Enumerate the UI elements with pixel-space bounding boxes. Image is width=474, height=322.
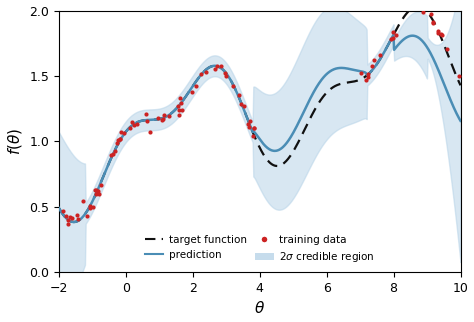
Point xyxy=(68,215,76,221)
Point xyxy=(437,31,445,36)
Point xyxy=(114,137,121,142)
Point xyxy=(249,133,256,138)
Point xyxy=(130,123,138,128)
Point xyxy=(175,107,183,112)
Point xyxy=(91,188,99,193)
Point xyxy=(389,35,397,40)
Point xyxy=(419,9,427,14)
Point xyxy=(92,191,100,196)
Point xyxy=(120,131,128,136)
Point xyxy=(86,205,94,210)
Point xyxy=(213,63,220,69)
Point xyxy=(363,77,370,82)
Point xyxy=(92,188,100,193)
Point xyxy=(218,63,225,69)
Point xyxy=(456,74,463,79)
Point xyxy=(197,72,205,77)
Point xyxy=(237,101,245,106)
Point xyxy=(118,129,125,134)
Point xyxy=(86,204,94,209)
Legend: target function, prediction, training data, $2\sigma$ credible region: target function, prediction, training da… xyxy=(142,232,378,267)
Point xyxy=(244,122,251,127)
Point xyxy=(107,153,115,158)
Point xyxy=(133,121,141,127)
Point xyxy=(177,101,185,106)
Point xyxy=(116,137,124,142)
Point xyxy=(246,125,253,130)
Point xyxy=(235,92,242,98)
Point xyxy=(371,57,378,62)
Point xyxy=(376,52,384,58)
Point xyxy=(357,71,365,76)
Point xyxy=(246,118,254,124)
Point xyxy=(174,103,182,109)
Point xyxy=(438,32,446,37)
Point xyxy=(429,20,437,25)
Point xyxy=(75,216,82,222)
Point xyxy=(67,214,74,219)
Point xyxy=(388,36,395,41)
Point xyxy=(240,104,248,109)
Point xyxy=(178,107,185,112)
Point xyxy=(364,74,371,80)
Point xyxy=(176,96,183,101)
Point xyxy=(80,198,87,204)
Point xyxy=(211,66,219,71)
Point xyxy=(434,29,441,34)
Point xyxy=(202,69,210,74)
Y-axis label: $f(\theta)$: $f(\theta)$ xyxy=(6,128,24,155)
Point xyxy=(158,118,166,123)
Point xyxy=(188,90,196,95)
Point xyxy=(142,112,149,117)
Point xyxy=(116,137,124,142)
Point xyxy=(427,12,435,17)
Point xyxy=(83,213,91,218)
Point xyxy=(429,19,437,24)
Point xyxy=(434,31,441,36)
X-axis label: $\theta$: $\theta$ xyxy=(254,300,265,317)
Point xyxy=(411,2,419,7)
Point xyxy=(175,112,182,118)
Point xyxy=(192,83,200,88)
Point xyxy=(109,152,117,157)
Point xyxy=(160,113,168,118)
Point xyxy=(95,191,103,196)
Point xyxy=(250,125,257,130)
Point xyxy=(221,71,229,76)
Point xyxy=(98,182,105,187)
Point xyxy=(127,126,134,131)
Point xyxy=(229,83,237,89)
Point xyxy=(146,129,154,135)
Point xyxy=(62,214,70,219)
Point xyxy=(114,140,121,146)
Point xyxy=(94,189,102,194)
Point xyxy=(159,117,167,122)
Point xyxy=(364,72,371,77)
Point xyxy=(392,33,400,38)
Point xyxy=(89,204,97,209)
Point xyxy=(250,125,257,130)
Point xyxy=(59,208,67,213)
Point xyxy=(64,222,72,227)
Point xyxy=(144,119,151,124)
Point xyxy=(128,119,136,125)
Point xyxy=(390,30,397,35)
Point xyxy=(222,73,230,78)
Point xyxy=(111,149,119,154)
Point xyxy=(73,212,81,217)
Point xyxy=(64,218,72,223)
Point xyxy=(443,47,451,52)
Point xyxy=(368,64,375,69)
Point xyxy=(155,115,162,120)
Point xyxy=(165,113,173,118)
